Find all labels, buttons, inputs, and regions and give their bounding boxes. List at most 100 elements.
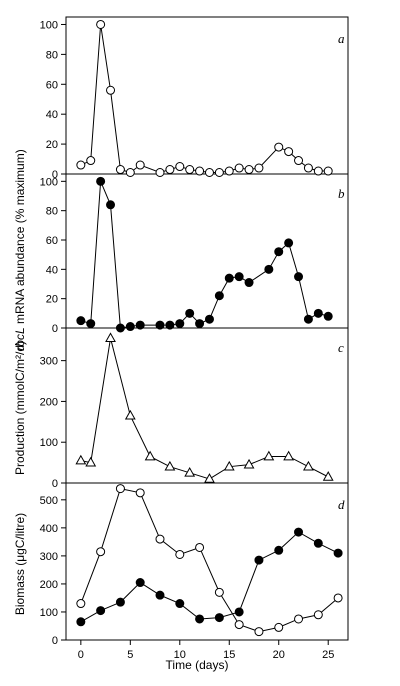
chart-marks: [75, 19, 343, 637]
data-point: [224, 166, 234, 176]
data-point: [144, 450, 156, 461]
y-tick-label: 0: [52, 169, 58, 181]
data-point: [155, 590, 165, 600]
y-tick-label: 0: [52, 635, 58, 647]
data-point: [244, 278, 254, 288]
data-point: [224, 273, 234, 283]
series: [76, 527, 343, 627]
y-tick-label: 60: [46, 79, 58, 91]
data-point: [204, 168, 214, 178]
panel-letter-b: b: [338, 186, 345, 201]
data-point: [115, 484, 125, 494]
data-point: [106, 200, 116, 210]
data-point: [204, 473, 215, 483]
y-tick-label: 200: [40, 579, 58, 591]
y-tick-label: 60: [46, 235, 58, 247]
data-point: [323, 311, 333, 321]
data-point: [105, 332, 116, 343]
series: [76, 19, 333, 178]
data-point: [214, 613, 224, 623]
data-point: [125, 168, 135, 178]
series-line: [80, 531, 339, 623]
y-axis-title-mrna-gene: rbcL: [13, 327, 27, 350]
data-point: [135, 160, 145, 170]
data-point: [274, 622, 284, 632]
data-point: [234, 163, 244, 173]
series-line: [80, 488, 339, 633]
data-point: [274, 142, 284, 152]
y-tick-label: 100: [40, 176, 58, 188]
data-point: [243, 458, 255, 469]
data-point: [106, 85, 116, 95]
data-point: [195, 319, 205, 329]
data-point: [164, 460, 176, 471]
y-tick-label: 80: [46, 49, 58, 61]
y-tick-label: 100: [40, 607, 58, 619]
x-tick-label: 5: [127, 649, 133, 661]
y-tick-label: 40: [46, 109, 58, 121]
data-point: [124, 409, 136, 420]
data-point: [75, 454, 87, 465]
data-point: [263, 450, 275, 461]
data-point: [76, 599, 86, 609]
data-point: [125, 322, 135, 332]
series-line: [80, 181, 329, 329]
data-point: [135, 578, 145, 588]
data-point: [185, 165, 195, 175]
data-point: [214, 168, 224, 178]
data-point: [155, 168, 165, 178]
x-tick-label: 20: [273, 649, 285, 661]
x-tick-label: 25: [322, 649, 334, 661]
data-point: [195, 542, 205, 552]
data-point: [303, 460, 314, 471]
y-tick-label: 300: [40, 356, 58, 368]
y-tick-label: 20: [46, 139, 58, 151]
y-tick-label: 20: [46, 294, 58, 306]
y-tick-label: 300: [40, 551, 58, 563]
x-tick-label: 0: [78, 649, 84, 661]
series-line: [80, 338, 329, 480]
data-point: [155, 534, 165, 544]
y-tick-label: 0: [52, 478, 58, 490]
data-point: [303, 314, 313, 324]
data-point: [195, 614, 205, 624]
y-axis-title-mrna-rest: mRNA abundance (% maximum): [13, 149, 27, 327]
panel-letter-a: a: [338, 31, 345, 46]
data-point: [165, 165, 175, 175]
data-point: [303, 163, 313, 173]
data-point: [294, 156, 304, 166]
x-tick-label: 10: [174, 649, 186, 661]
data-point: [313, 610, 323, 620]
data-point: [135, 320, 145, 330]
data-point: [234, 607, 244, 617]
data-point: [254, 163, 264, 173]
y-tick-label: 500: [40, 495, 58, 507]
series: [76, 484, 343, 637]
data-point: [274, 545, 284, 555]
data-point: [234, 272, 244, 282]
y-tick-label: 200: [40, 396, 58, 408]
data-point: [234, 620, 244, 630]
data-point: [85, 456, 97, 467]
data-point: [313, 166, 323, 176]
x-axis-title: Time (days): [166, 658, 229, 672]
y-tick-label: 0: [52, 323, 58, 335]
data-point: [264, 264, 274, 274]
y-tick-label: 100: [40, 437, 58, 449]
data-point: [76, 617, 86, 627]
data-point: [96, 176, 106, 186]
data-point: [294, 527, 304, 537]
data-point: [175, 162, 185, 172]
data-point: [155, 320, 165, 330]
data-point: [333, 548, 343, 558]
data-point: [214, 291, 224, 301]
data-point: [76, 160, 86, 170]
data-point: [96, 547, 106, 557]
data-point: [283, 450, 295, 461]
y-tick-label: 40: [46, 264, 58, 276]
series: [75, 332, 334, 483]
y-tick-label: 80: [46, 206, 58, 218]
panel-letter-c: c: [338, 340, 344, 355]
data-point: [284, 147, 294, 157]
data-point: [185, 308, 195, 318]
